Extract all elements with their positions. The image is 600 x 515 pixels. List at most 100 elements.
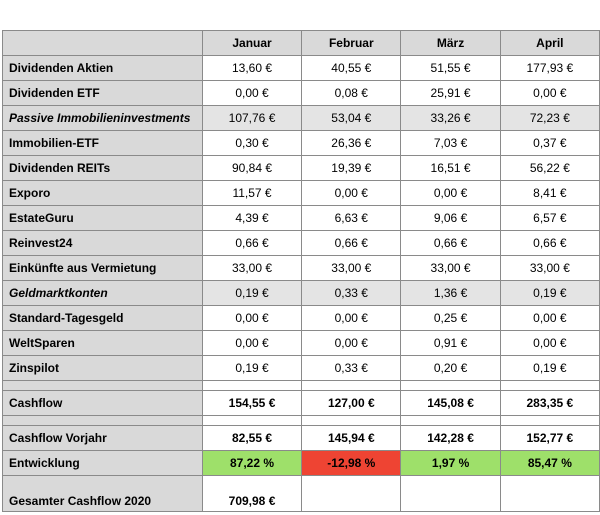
row-label: Entwicklung [2, 450, 203, 476]
value-cell: 82,55 € [201, 425, 303, 451]
spacer-cell [400, 380, 501, 391]
value-cell: 142,28 € [400, 425, 501, 451]
value-cell: 0,19 € [499, 355, 600, 381]
value-cell: 6,57 € [499, 205, 600, 231]
row-label: Exporo [2, 180, 203, 206]
value-cell: 8,41 € [499, 180, 600, 206]
cashflow-row: Cashflow 154,55 € 127,00 € 145,08 € 283,… [2, 390, 600, 416]
growth-cell-positive: 1,97 % [400, 450, 501, 476]
row-label: Passive Immobilieninvestments [2, 105, 203, 131]
value-cell: 9,06 € [400, 205, 501, 231]
value-cell: 0,33 € [301, 355, 402, 381]
value-cell: 7,03 € [400, 130, 501, 156]
table-row: Immobilien-ETF 0,30 € 26,36 € 7,03 € 0,3… [2, 130, 600, 156]
value-cell: 127,00 € [301, 390, 402, 416]
value-cell: 13,60 € [201, 55, 303, 81]
spacer-cell [499, 415, 600, 426]
spacer-row [2, 415, 600, 426]
value-cell: 145,08 € [400, 390, 501, 416]
spacer-cell [301, 415, 402, 426]
value-cell: 0,19 € [499, 280, 600, 306]
spacer-cell [2, 415, 203, 426]
entwicklung-row: Entwicklung 87,22 % -12,98 % 1,97 % 85,4… [2, 450, 600, 476]
value-cell: 53,04 € [301, 105, 402, 131]
table-row: Dividenden Aktien 13,60 € 40,55 € 51,55 … [2, 55, 600, 81]
row-label: Cashflow Vorjahr [2, 425, 203, 451]
value-cell: 152,77 € [499, 425, 600, 451]
month-header-januar: Januar [201, 30, 303, 56]
table-row: Geldmarktkonten 0,19 € 0,33 € 1,36 € 0,1… [2, 280, 600, 306]
value-cell: 0,00 € [499, 330, 600, 356]
spacer-cell [400, 415, 501, 426]
value-cell: 283,35 € [499, 390, 600, 416]
row-label: Geldmarktkonten [2, 280, 203, 306]
value-cell: 0,20 € [400, 355, 501, 381]
value-cell: 107,76 € [201, 105, 303, 131]
value-cell: 40,55 € [301, 55, 402, 81]
table-row: Dividenden REITs 90,84 € 19,39 € 16,51 €… [2, 155, 600, 181]
table-row: Dividenden ETF 0,00 € 0,08 € 25,91 € 0,0… [2, 80, 600, 106]
value-cell: 0,00 € [301, 330, 402, 356]
spacer-cell [301, 380, 402, 391]
row-label: Zinspilot [2, 355, 203, 381]
header-row: Januar Februar März April [2, 30, 600, 56]
growth-cell-positive: 87,22 % [201, 450, 303, 476]
value-cell: 0,00 € [301, 305, 402, 331]
empty-cell [400, 475, 501, 512]
value-cell: 16,51 € [400, 155, 501, 181]
value-cell: 0,00 € [201, 305, 303, 331]
value-cell: 19,39 € [301, 155, 402, 181]
row-label: Dividenden ETF [2, 80, 203, 106]
value-cell: 11,57 € [201, 180, 303, 206]
value-cell: 0,25 € [400, 305, 501, 331]
value-cell: 25,91 € [400, 80, 501, 106]
row-label: Standard-Tagesgeld [2, 305, 203, 331]
table-row: Exporo 11,57 € 0,00 € 0,00 € 8,41 € [2, 180, 600, 206]
value-cell: 0,66 € [201, 230, 303, 256]
value-cell: 0,19 € [201, 280, 303, 306]
spacer-cell [2, 380, 203, 391]
row-label: Dividenden Aktien [2, 55, 203, 81]
value-cell: 0,66 € [400, 230, 501, 256]
value-cell: 0,91 € [400, 330, 501, 356]
value-cell: 154,55 € [201, 390, 303, 416]
spacer-cell [499, 380, 600, 391]
value-cell: 0,00 € [201, 330, 303, 356]
cashflow-prev-row: Cashflow Vorjahr 82,55 € 145,94 € 142,28… [2, 425, 600, 451]
value-cell: 4,39 € [201, 205, 303, 231]
total-value-cell: 709,98 € [201, 475, 303, 512]
value-cell: 6,63 € [301, 205, 402, 231]
value-cell: 0,00 € [201, 80, 303, 106]
cashflow-table: Januar Februar März April Dividenden Akt… [2, 30, 600, 512]
value-cell: 0,00 € [499, 80, 600, 106]
value-cell: 0,19 € [201, 355, 303, 381]
corner-cell [2, 30, 203, 56]
value-cell: 0,08 € [301, 80, 402, 106]
value-cell: 51,55 € [400, 55, 501, 81]
month-header-april: April [499, 30, 600, 56]
value-cell: 0,00 € [301, 180, 402, 206]
month-header-februar: Februar [301, 30, 402, 56]
total-row: Gesamter Cashflow 2020 709,98 € [2, 475, 600, 512]
row-label: Einkünfte aus Vermietung [2, 255, 203, 281]
empty-cell [499, 475, 600, 512]
table-row: WeltSparen 0,00 € 0,00 € 0,91 € 0,00 € [2, 330, 600, 356]
row-label: Cashflow [2, 390, 203, 416]
empty-cell [301, 475, 402, 512]
growth-cell-positive: 85,47 % [499, 450, 600, 476]
value-cell: 33,26 € [400, 105, 501, 131]
value-cell: 0,66 € [301, 230, 402, 256]
value-cell: 0,00 € [400, 180, 501, 206]
table-row: Passive Immobilieninvestments 107,76 € 5… [2, 105, 600, 131]
table-row: Zinspilot 0,19 € 0,33 € 0,20 € 0,19 € [2, 355, 600, 381]
value-cell: 145,94 € [301, 425, 402, 451]
table-row: Reinvest24 0,66 € 0,66 € 0,66 € 0,66 € [2, 230, 600, 256]
row-label: Immobilien-ETF [2, 130, 203, 156]
table-row: Standard-Tagesgeld 0,00 € 0,00 € 0,25 € … [2, 305, 600, 331]
value-cell: 33,00 € [201, 255, 303, 281]
row-label: Dividenden REITs [2, 155, 203, 181]
value-cell: 56,22 € [499, 155, 600, 181]
spacer-cell [201, 415, 303, 426]
value-cell: 1,36 € [400, 280, 501, 306]
value-cell: 72,23 € [499, 105, 600, 131]
